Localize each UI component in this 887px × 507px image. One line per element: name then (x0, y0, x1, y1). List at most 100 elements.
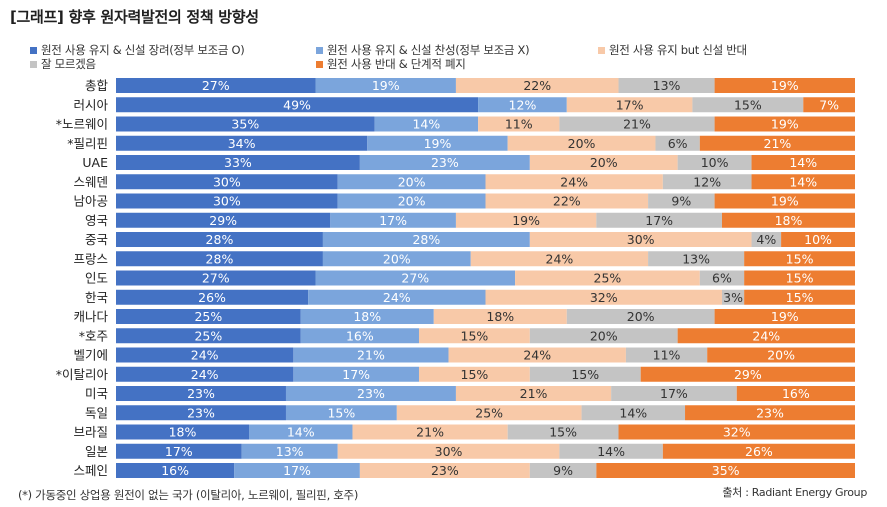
data-label: 6% (668, 136, 688, 151)
data-label: 24% (752, 328, 780, 343)
data-label: 30% (627, 232, 655, 247)
data-label: 28% (206, 232, 234, 247)
legend-item: 원전 사용 유지 but 신설 반대 (598, 42, 747, 58)
data-label: 19% (512, 213, 540, 228)
legend-swatch (316, 46, 323, 54)
bar-segment (714, 78, 855, 93)
data-label: 13% (276, 444, 304, 459)
data-label: 16% (782, 386, 810, 401)
data-label: 23% (187, 386, 215, 401)
bar-segment (566, 97, 693, 113)
bar-segment (507, 135, 656, 151)
data-label: 18% (486, 309, 514, 324)
bar-segment (418, 366, 530, 382)
data-label: 24% (191, 348, 219, 363)
bar-segment (655, 135, 700, 151)
bar-segment (116, 366, 294, 382)
legend-item: 원전 사용 반대 & 단계적 폐지 (316, 56, 466, 72)
bar-segment (293, 347, 449, 363)
bar-segment (234, 463, 360, 478)
data-label: 24% (560, 174, 588, 189)
bar-segment (315, 270, 516, 286)
bar-segment (529, 463, 597, 478)
bar-segment (721, 289, 745, 305)
data-label: 15% (549, 425, 577, 440)
category-label: *필리핀 (67, 136, 108, 151)
bar-segment (116, 212, 331, 228)
data-label: 15% (461, 367, 489, 382)
bar-segment (714, 309, 855, 324)
data-label: 11% (505, 117, 533, 132)
legend-label: 잘 모르겠음 (41, 57, 96, 71)
bar-segment (699, 135, 855, 151)
category-label: 중국 (85, 232, 108, 247)
category-label: 스웨덴 (73, 174, 108, 189)
bar-segment (116, 270, 316, 286)
category-label: 총합 (85, 78, 109, 93)
bar-segment (751, 174, 855, 190)
data-label: 15% (571, 367, 599, 382)
data-label: 23% (431, 155, 459, 170)
bar-segment (515, 270, 700, 286)
bar-segment (714, 193, 855, 209)
data-label: 17% (379, 213, 407, 228)
bar-segment (744, 270, 855, 286)
data-label: 30% (435, 444, 463, 459)
legend-label: 원전 사용 유지 but 신설 반대 (609, 43, 747, 57)
data-label: 29% (209, 213, 237, 228)
source-credit: 출처 : Radiant Energy Group (722, 486, 867, 499)
data-label: 20% (590, 155, 618, 170)
bar-segment (648, 193, 715, 209)
data-label: 14% (789, 174, 817, 189)
category-label: 미국 (85, 386, 108, 401)
category-label: 프랑스 (73, 251, 108, 266)
bar-segment (308, 289, 486, 305)
data-label: 27% (202, 78, 230, 93)
legend-item: 원전 사용 유지 & 신설 장려(정부 보조금 O) (30, 42, 245, 58)
bar-segment (751, 155, 855, 170)
bar-segment (116, 463, 235, 478)
data-label: 30% (213, 174, 241, 189)
legend-label: 원전 사용 유지 & 신설 찬성(정부 보조금 X) (327, 43, 530, 57)
bar-segment (116, 193, 338, 209)
data-label: 4% (756, 232, 776, 247)
bar-segment (300, 328, 419, 344)
data-label: 19% (771, 117, 799, 132)
data-label: 21% (764, 136, 792, 151)
data-label: 20% (398, 194, 426, 209)
data-label: 11% (653, 348, 681, 363)
category-label: 일본 (85, 444, 108, 459)
bar-segment (455, 386, 612, 401)
bar-segment (596, 463, 855, 478)
data-label: 21% (623, 117, 651, 132)
data-label: 30% (213, 194, 241, 209)
bar-segment (677, 155, 752, 170)
category-label: 스페인 (73, 463, 108, 478)
data-label: 14% (597, 444, 625, 459)
data-label: 14% (287, 425, 315, 440)
bar-segment (116, 135, 368, 151)
bar-segment (116, 251, 323, 267)
data-label: 23% (431, 463, 459, 478)
data-label: 24% (383, 290, 411, 305)
data-label: 34% (228, 136, 256, 151)
bar-segment (744, 251, 855, 267)
bar-segment (249, 424, 353, 440)
data-label: 9% (671, 194, 691, 209)
data-label: 24% (546, 251, 574, 266)
data-label: 15% (786, 290, 814, 305)
bar-segment (781, 232, 855, 247)
category-label: *노르웨이 (56, 117, 108, 132)
bar-segment (337, 443, 560, 459)
bar-segment (116, 328, 301, 344)
bar-segment (116, 97, 479, 113)
data-label: 23% (756, 405, 784, 420)
data-label: 20% (767, 348, 795, 363)
category-label: 한국 (85, 290, 108, 305)
data-label: 19% (771, 309, 799, 324)
data-label: 26% (198, 290, 226, 305)
bar-segment (559, 116, 715, 132)
bar-segment (744, 289, 855, 305)
bar-segment (359, 155, 530, 170)
